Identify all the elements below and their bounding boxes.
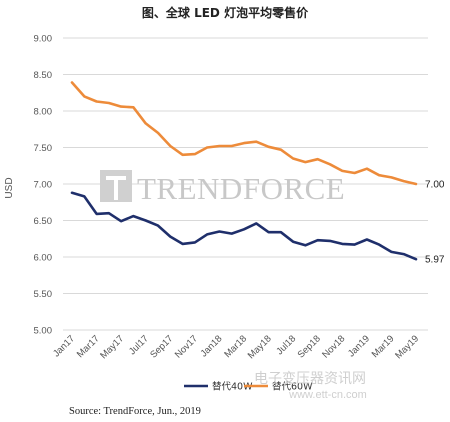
x-tick-label: Mar19 — [370, 333, 397, 360]
x-tick-label: Mar17 — [75, 333, 102, 360]
end-labels: 5.97 7.00 — [425, 180, 445, 266]
end-label-series-2: 7.00 — [425, 180, 445, 191]
chart-title: 图、全球 LED 灯泡平均零售价 — [142, 5, 309, 20]
series-lines — [70, 81, 418, 261]
source-note: Source: TrendForce, Jun., 2019 — [69, 406, 201, 417]
y-tick-label: 5.00 — [34, 326, 53, 337]
x-tick-label: Sep18 — [296, 333, 323, 360]
x-tick-label: Jan17 — [51, 333, 77, 359]
x-tick-label: Nov18 — [320, 333, 347, 360]
y-tick-label: 8.50 — [34, 70, 53, 81]
y-tick-label: 7.50 — [34, 143, 53, 154]
series-line-2 — [70, 81, 418, 186]
legend: 替代40W 替代60W — [184, 381, 313, 393]
x-tick-label: May18 — [246, 333, 274, 361]
y-tick-label: 5.50 — [34, 289, 53, 300]
watermark-brand: TRENDFORCE — [137, 171, 345, 206]
legend-label-2: 替代60W — [272, 381, 313, 393]
watermark-logo-icon — [100, 170, 132, 202]
x-tick-label: Jul18 — [274, 333, 298, 357]
legend-label-1: 替代40W — [212, 381, 253, 393]
y-tick-label: 6.50 — [34, 216, 53, 227]
series-line-1 — [70, 191, 418, 261]
watermark-site-url: www.ett-cn.com — [288, 389, 367, 401]
y-tick-label: 7.00 — [34, 180, 53, 191]
x-tick-label: Nov17 — [173, 333, 200, 360]
y-tick-label: 9.00 — [34, 34, 53, 45]
y-axis-label: USD — [4, 177, 15, 198]
x-tick-label: Sep17 — [148, 333, 175, 360]
watermark: TRENDFORCE — [100, 170, 345, 206]
x-tick-label: Jul17 — [127, 333, 151, 357]
watermark-site-cn: 电子变压器资讯网 — [254, 371, 366, 387]
x-tick-label: May19 — [393, 333, 421, 361]
x-tick-label: Jan19 — [346, 333, 372, 359]
x-tick-label: May17 — [98, 333, 126, 361]
end-label-series-1: 5.97 — [425, 255, 445, 266]
x-tick-label: Mar18 — [222, 333, 249, 360]
y-axis-ticks: 9.00 8.50 8.00 7.50 7.00 6.50 6.00 5.50 5.00 — [34, 34, 53, 337]
y-tick-label: 8.00 — [34, 107, 53, 118]
y-tick-label: 6.00 — [34, 253, 53, 264]
x-tick-label: Jan18 — [198, 333, 224, 359]
